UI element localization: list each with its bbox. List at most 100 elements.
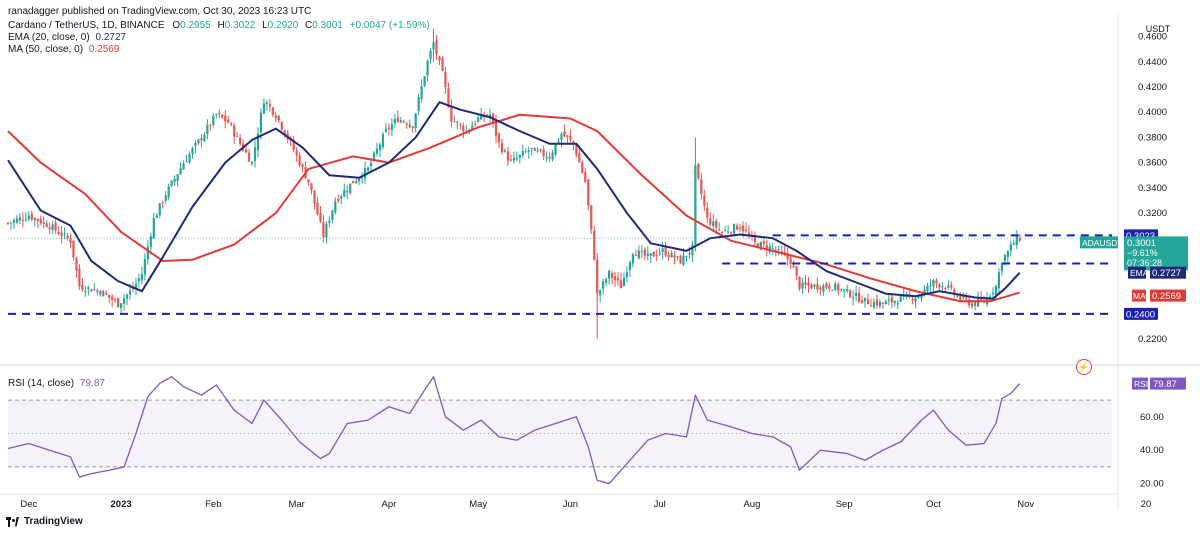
candle-body <box>542 149 545 157</box>
rsi-value: 79.87 <box>1153 379 1177 390</box>
ma-legend[interactable]: MA (50, close, 0) 0.2569 <box>8 44 119 56</box>
candle-body <box>456 121 459 123</box>
candle-body <box>956 295 959 297</box>
candle-body <box>584 171 587 182</box>
candle-body <box>759 242 762 250</box>
ma-tag: MA <box>1133 291 1146 301</box>
candle-body <box>69 238 72 243</box>
candle-body <box>822 285 825 292</box>
candle-body <box>369 162 373 167</box>
candle-body <box>762 241 765 244</box>
price-tick-label: 0.2200 <box>1138 334 1167 345</box>
candle-body <box>361 177 364 179</box>
ma-value: 0.2569 <box>1152 291 1181 302</box>
candle-body <box>239 137 242 145</box>
candle-body <box>741 225 745 232</box>
candle-body <box>896 303 899 305</box>
candle-body <box>843 289 846 292</box>
candle-body <box>54 222 57 231</box>
candle-body <box>872 301 876 308</box>
candle-body <box>459 124 462 126</box>
candle-body <box>363 168 367 179</box>
candle-body <box>128 290 132 295</box>
candle-body <box>771 247 774 249</box>
candle-body <box>503 150 507 152</box>
candle-body <box>700 179 703 195</box>
candle-body <box>857 292 861 302</box>
candle-body <box>724 230 727 232</box>
candle-body <box>99 291 102 295</box>
rsi-tick-label: 20.00 <box>1140 479 1164 490</box>
candle-body <box>328 220 331 223</box>
publisher-text: ranadagger published on TradingView.com,… <box>8 6 312 17</box>
candle-body <box>878 301 881 307</box>
candle-body <box>105 293 108 295</box>
candle-body <box>866 299 870 305</box>
candle-body <box>593 230 596 260</box>
candle-body <box>831 289 834 291</box>
candle-body <box>602 281 605 289</box>
candle-body <box>393 119 396 124</box>
ema-legend[interactable]: EMA (20, close, 0) 0.2727 <box>8 32 126 44</box>
candle-body <box>399 120 402 123</box>
candle-body <box>938 284 941 288</box>
rsi-tick-label: 40.00 <box>1140 445 1164 456</box>
candle-body <box>658 253 661 255</box>
candle-body <box>194 142 197 147</box>
candle-body <box>24 219 27 221</box>
candle-body <box>93 289 96 291</box>
candle-body <box>798 276 801 290</box>
candle-body <box>63 233 66 235</box>
candle-body <box>554 144 557 155</box>
candle-body <box>512 157 515 161</box>
candle-body <box>965 297 968 300</box>
candle-body <box>747 232 751 236</box>
candle-body <box>36 218 39 222</box>
candle-body <box>691 244 694 256</box>
candle-body <box>795 266 798 276</box>
candle-body <box>670 252 673 258</box>
candle-body <box>947 285 950 288</box>
candle-body <box>932 280 935 287</box>
x-tick-label: Jun <box>563 499 578 510</box>
ema-tag-bg <box>1128 266 1146 279</box>
level-axis-label-bg <box>1124 307 1158 320</box>
ma-tag-bg <box>1132 289 1146 302</box>
candle-body <box>706 207 709 218</box>
candle-body <box>968 299 971 306</box>
candle-body <box>974 301 977 306</box>
candle-body <box>673 255 676 259</box>
candle-body <box>396 117 399 122</box>
candle-body <box>164 195 167 201</box>
x-tick-label: 2023 <box>111 499 132 510</box>
candle-body <box>480 114 483 120</box>
candle-body <box>167 186 170 198</box>
candle-body <box>435 40 438 55</box>
candle-body <box>941 286 944 288</box>
candle-body <box>33 218 36 221</box>
candle-body <box>298 155 301 166</box>
candle-body <box>578 153 581 163</box>
candle-body <box>828 285 831 289</box>
candle-body <box>875 299 879 306</box>
candle-body <box>15 218 19 223</box>
candle-body <box>352 181 355 184</box>
candle-body <box>688 253 691 255</box>
candle-body <box>102 291 105 297</box>
candle-body <box>411 126 414 129</box>
candle-body <box>715 221 718 228</box>
candle-body <box>846 288 849 292</box>
candle-body <box>465 130 468 132</box>
candle-body <box>274 115 277 119</box>
candle-body <box>643 249 646 256</box>
price-tick-label: 0.4200 <box>1138 82 1167 93</box>
candle-body <box>524 151 527 153</box>
lightning-icon[interactable]: ⚡ <box>1076 359 1092 375</box>
candle-body <box>182 163 185 170</box>
rsi-tag: RSI <box>1134 379 1148 389</box>
candle-body <box>709 218 712 225</box>
symbol-name[interactable]: Cardano / TetherUS, 1D, BINANCE <box>8 20 165 31</box>
rsi-legend[interactable]: RSI (14, close) 79.87 <box>8 378 105 390</box>
candle-body <box>247 152 251 162</box>
